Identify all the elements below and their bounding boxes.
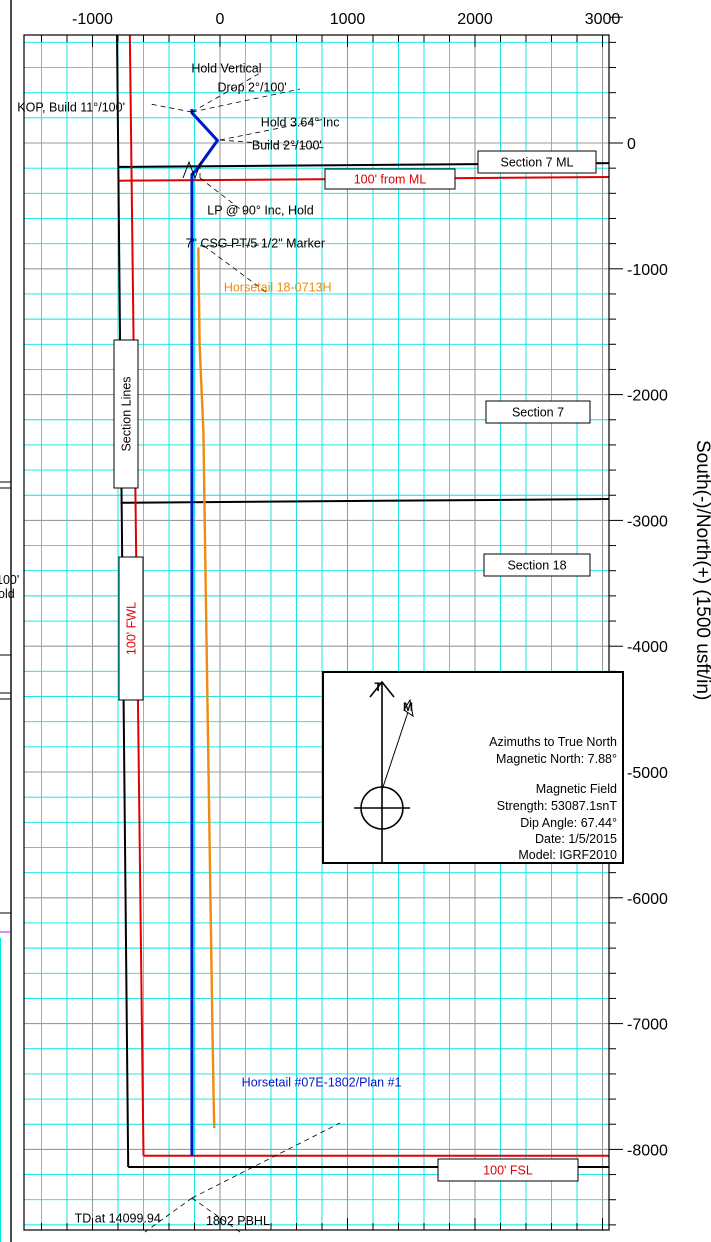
x-tick-label: 2000	[457, 11, 493, 28]
section-label: 100' from ML	[354, 173, 427, 187]
leader-line	[144, 1197, 193, 1233]
annotation-label: Build 2°/100'	[252, 138, 322, 152]
true-north-label: T	[374, 680, 382, 694]
compass-box	[322, 671, 624, 864]
y-tick-label: -2000	[627, 388, 668, 405]
y-tick-label: 0	[627, 136, 636, 153]
annotation-label: Hold Vertical	[191, 62, 261, 76]
leader-line	[149, 103, 193, 113]
section-label: Section 7 ML	[501, 156, 574, 170]
compass-line: Date: 1/5/2015	[535, 832, 617, 846]
y-tick-label: -7000	[627, 1017, 668, 1034]
label-box	[113, 339, 139, 489]
lp-marker	[182, 160, 202, 180]
y-tick-label: -6000	[627, 891, 668, 908]
label-box	[485, 400, 591, 424]
compass-line: Strength: 53087.1snT	[497, 799, 618, 813]
annotation-label: 1802 PBHL	[206, 1214, 270, 1228]
y-axis-title: South(-)/North(+) (1500 usft/in)	[692, 440, 711, 700]
x-tick-label: 1000	[330, 11, 366, 28]
x-tick-label: 3000	[585, 11, 621, 28]
leader-line	[191, 1197, 241, 1233]
annotation-label: 7" CSG PT/5 1/2" Marker	[186, 236, 325, 250]
leader-line	[199, 244, 266, 247]
y-tick-label: -5000	[627, 765, 668, 782]
leader-lines	[144, 71, 341, 1233]
axis-ticks	[41, 16, 623, 1230]
label-box	[437, 1158, 579, 1182]
offset-wellpath	[197, 247, 216, 1129]
tick-labels: -1000 0 1000 2000 3000 0 -1000 -2000 -3000 -4000 -…	[72, 11, 668, 1159]
annotation-label: KOP, Build 11°/100'	[17, 101, 125, 115]
compass-legend: T M Azimuths to True North Magnetic Nort…	[322, 671, 624, 864]
compass-line: Model: IGRF2010	[518, 848, 617, 862]
magnetic-north-label: M	[403, 700, 413, 714]
section-label: Section 18	[507, 559, 566, 573]
annotation-label: Horsetail #07E-1802/Plan #1	[242, 1076, 402, 1090]
plot-frame	[23, 34, 610, 1231]
compass-rose-icon	[354, 680, 414, 862]
label-box	[477, 150, 597, 174]
x-tick-label: 0	[216, 11, 225, 28]
section-labels: Section 7 ML 100' from ML Section Lines Sec…	[113, 150, 597, 1182]
y-tick-label: -3000	[627, 513, 668, 530]
label-box	[483, 553, 591, 577]
compass-line: Magnetic North: 7.88°	[496, 752, 617, 766]
left-panel-fragment: 100' old	[0, 0, 19, 1242]
section-label: 100' FSL	[483, 1164, 533, 1178]
section-7-18-line	[120, 498, 609, 504]
left-fragment-text: old	[0, 587, 15, 601]
x-tick-label: -1000	[72, 11, 113, 28]
y-tick-label: -1000	[627, 262, 668, 279]
annotation-label: Drop 2°/100'	[217, 80, 286, 94]
left-fragment-text: 100'	[0, 573, 19, 587]
annotation-label: TD at 14099.94	[75, 1211, 161, 1225]
annotation-label: Hold 3.64° Inc	[261, 116, 340, 130]
annotations: Hold Vertical Drop 2°/100' KOP, Build 11°/…	[17, 62, 401, 1228]
compass-line: Dip Angle: 67.44°	[520, 816, 617, 830]
section-label: Section Lines	[120, 376, 134, 451]
section-label: 100' FWL	[125, 602, 139, 655]
y-tick-label: -8000	[627, 1142, 668, 1159]
y-tick-label: -4000	[627, 639, 668, 656]
section-label: Section 7	[512, 406, 564, 420]
annotation-label: Horsetail 18-0713H	[224, 280, 332, 294]
compass-line: Azimuths to True North	[489, 735, 617, 749]
leader-line	[191, 71, 263, 113]
leader-line	[199, 177, 245, 213]
leader-line	[191, 1122, 341, 1199]
compass-line: Magnetic Field	[536, 782, 617, 796]
label-box	[324, 168, 456, 190]
leader-line	[203, 245, 267, 293]
annotation-label: LP @ 90° Inc, Hold	[207, 204, 313, 218]
leader-line	[191, 88, 301, 113]
label-box	[118, 556, 144, 701]
